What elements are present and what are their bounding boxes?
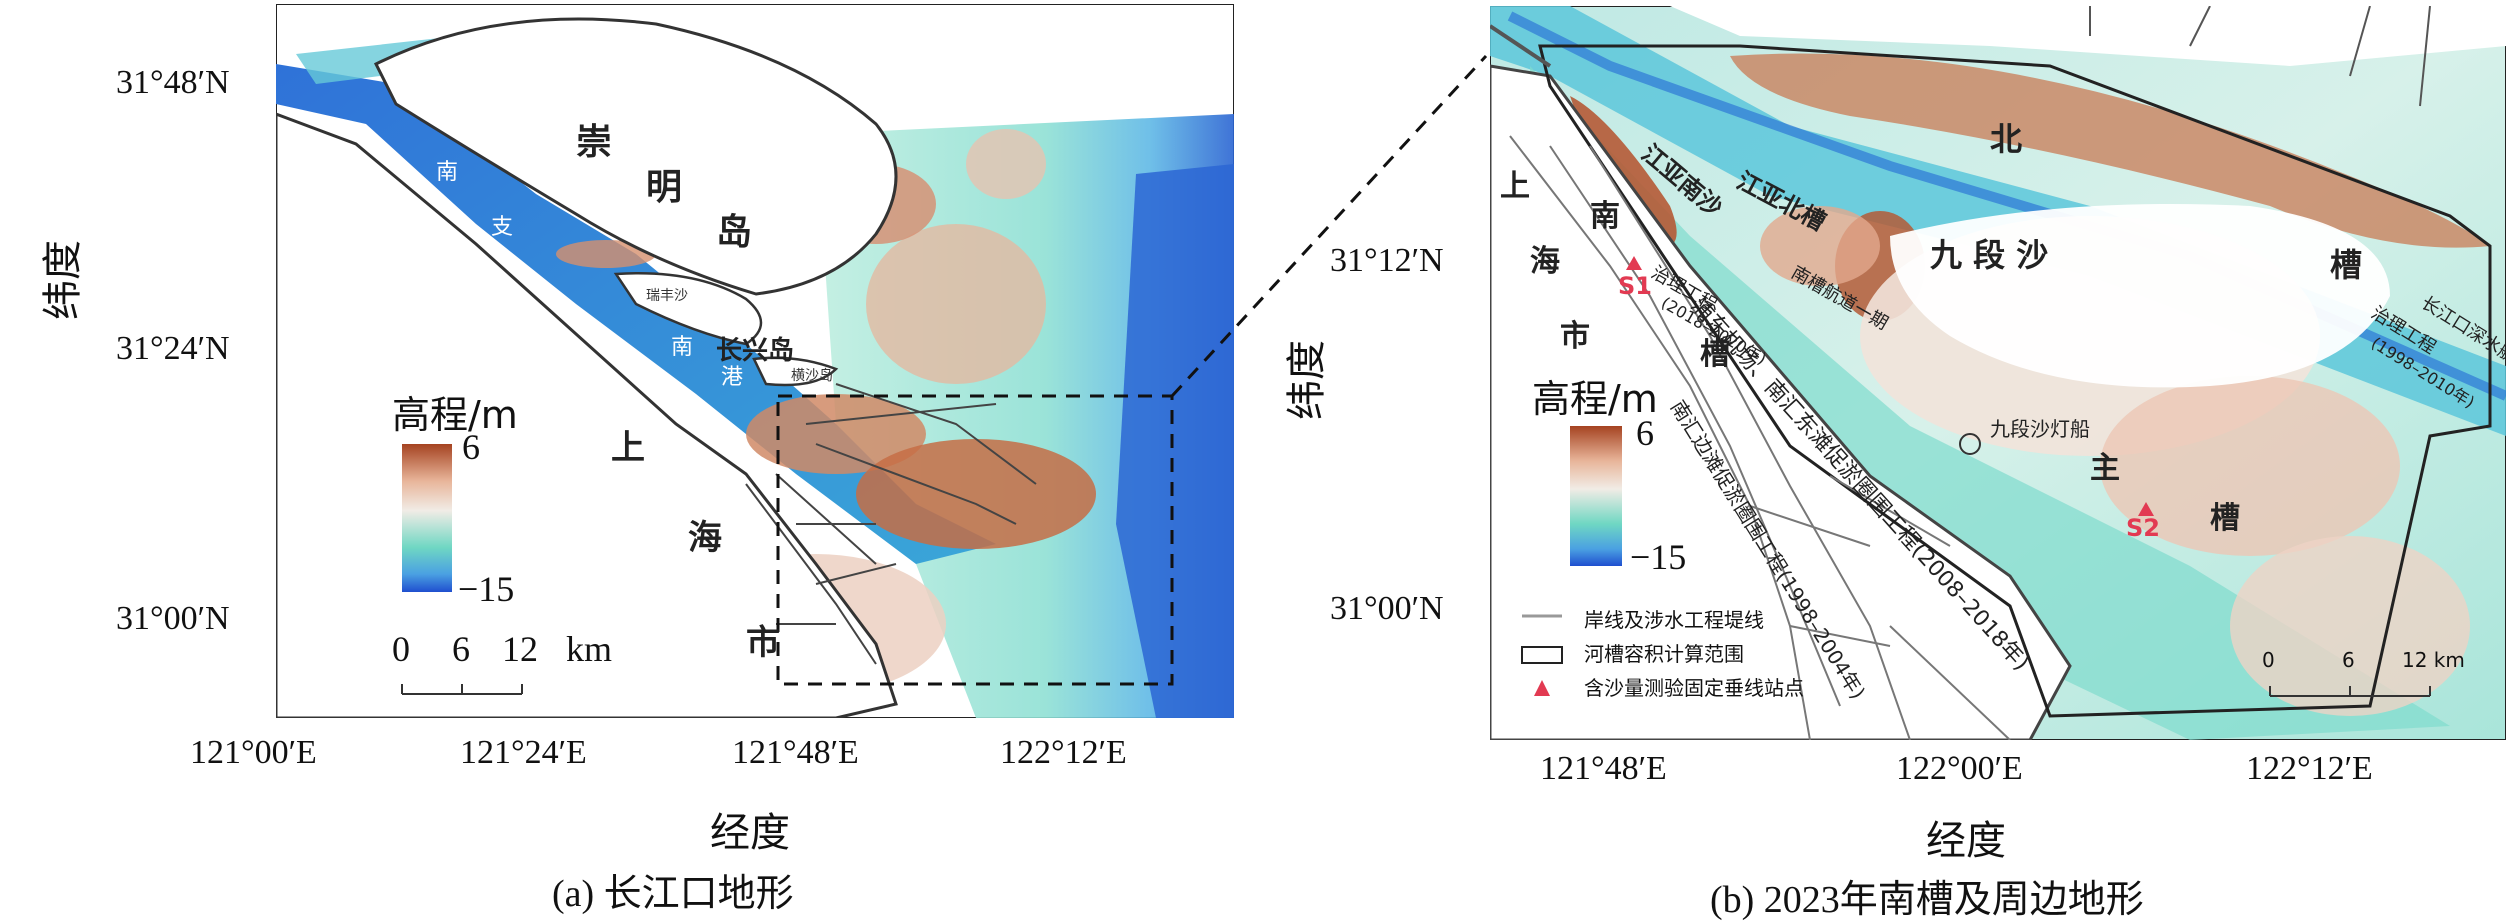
x-tick-b-1: 122°00′E: [1896, 750, 2023, 787]
label-nangang-2: 港: [721, 365, 743, 390]
label-shanghai-3: 市: [746, 623, 780, 663]
colorbar-b: [1570, 426, 1622, 566]
label-nangang-1: 南: [671, 335, 693, 360]
key-station-label: 含沙量测验固定垂线站点: [1584, 676, 1804, 700]
y-tick-a-1: 31°24′N: [116, 330, 230, 367]
station-s2-marker: [2138, 502, 2154, 516]
y-tick-a-2: 31°00′N: [116, 600, 230, 637]
x-tick-a-3: 122°12′E: [1000, 734, 1127, 771]
y-tick-a-0: 31°48′N: [116, 64, 230, 101]
x-tick-a-0: 121°00′E: [190, 734, 317, 771]
label-cao-south: 槽: [1700, 337, 1730, 372]
x-tick-a-1: 121°24′E: [460, 734, 587, 771]
label-shanghai-1: 上: [611, 428, 645, 468]
label-nan: 南: [1590, 199, 1620, 234]
station-s1-marker: [1626, 256, 1642, 270]
label-nanzhi-1: 南: [436, 160, 458, 185]
scale-label-a-0: 0: [392, 629, 410, 669]
key-station-symbol: [1534, 680, 1550, 696]
x-tick-a-2: 121°48′E: [732, 734, 859, 771]
label-chongming-3: 岛: [716, 212, 752, 253]
panel-a-map: 崇 明 岛 南 支 南 港 长兴岛 横沙岛 瑞丰沙 上 海 市: [276, 4, 1234, 718]
label-chongming-2: 明: [646, 167, 682, 208]
scale-label-a-6: 6: [452, 629, 470, 669]
caption-b: (b) 2023年南槽及周边地形: [1710, 879, 2144, 921]
x-axis-title-b: 经度: [1926, 818, 2006, 864]
legend-title-b: 高程/m: [1532, 377, 1658, 421]
x-axis-title-a: 经度: [710, 810, 790, 856]
lightship-icon: [1959, 433, 1981, 455]
legend-min-a: −15: [458, 569, 515, 609]
label-s2: S2: [2126, 514, 2160, 542]
scale-bar-b: [2269, 686, 2431, 697]
panel-b: 北 槽 江亚南沙 江亚北槽 九 段 沙 南 槽 主 槽 上 海 市 S1 S2 …: [1250, 0, 2520, 921]
key-line-label: 岸线及涉水工程堤线: [1584, 608, 1764, 632]
scale-label-b-12: 12 km: [2402, 648, 2465, 672]
caption-a: (a) 长江口地形: [552, 873, 794, 915]
scale-label-b-6: 6: [2342, 648, 2355, 672]
label-cao-main: 槽: [2210, 501, 2240, 536]
panel-a: 崇 明 岛 南 支 南 港 长兴岛 横沙岛 瑞丰沙 上 海 市: [0, 0, 1250, 921]
legend-max-b: 6: [1636, 413, 1654, 453]
label-ruifengsha: 瑞丰沙: [646, 288, 688, 304]
label-jiuduansha: 九 段 沙: [1930, 236, 2048, 274]
y-tick-b-1: 31°00′N: [1330, 590, 1444, 627]
label-chongming-1: 崇: [576, 122, 612, 163]
label-cao-north: 槽: [2330, 246, 2362, 284]
label-lightship: 九段沙灯船: [1990, 417, 2090, 441]
label-shanghai-b-1: 上: [1500, 169, 1530, 204]
label-zhu: 主: [2090, 451, 2120, 486]
y-tick-b-0: 31°12′N: [1330, 242, 1444, 279]
label-bei: 北: [1990, 120, 2022, 158]
label-s1: S1: [1618, 272, 1652, 300]
label-shanghai-b-2: 海: [1530, 244, 1560, 279]
legend-max-a: 6: [462, 427, 480, 467]
label-nanzhi-2: 支: [491, 215, 513, 240]
scale-label-a-12: 12: [502, 629, 538, 669]
scale-bar-a: [401, 684, 523, 695]
label-hengsha: 横沙岛: [791, 368, 833, 384]
legend-min-b: −15: [1630, 537, 1687, 577]
legend-title-a: 高程/m: [392, 393, 518, 437]
panel-b-map: 北 槽 江亚南沙 江亚北槽 九 段 沙 南 槽 主 槽 上 海 市 S1 S2 …: [1490, 6, 2506, 740]
scale-label-b-0: 0: [2262, 648, 2275, 672]
colorbar-a: [402, 444, 452, 592]
label-shanghai-2: 海: [688, 518, 722, 558]
x-tick-b-0: 121°48′E: [1540, 750, 1667, 787]
scale-unit-a: km: [566, 629, 613, 669]
key-box-label: 河槽容积计算范围: [1584, 642, 1744, 666]
key-box-symbol: [1521, 646, 1563, 664]
label-changxing: 长兴岛: [716, 335, 794, 366]
label-shanghai-b-3: 市: [1560, 319, 1590, 354]
y-axis-title-b: 纬度: [1284, 340, 1330, 420]
x-tick-b-2: 122°12′E: [2246, 750, 2373, 787]
